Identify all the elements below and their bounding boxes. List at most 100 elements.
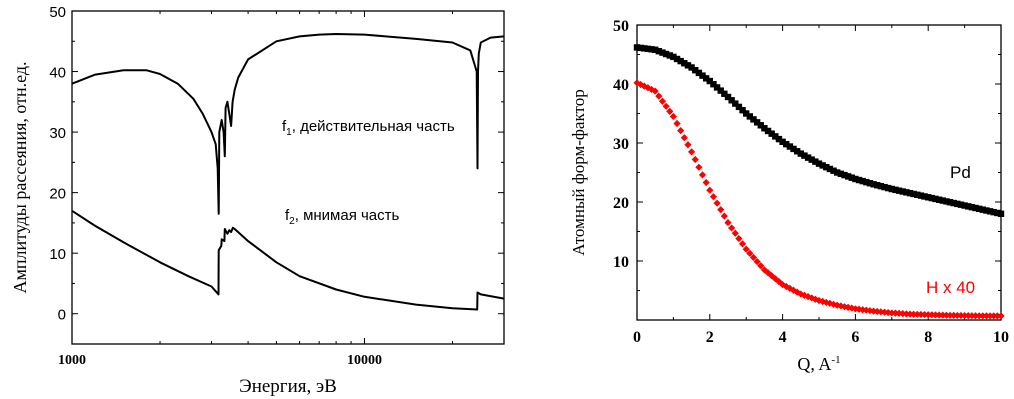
series-H-marker xyxy=(768,272,776,280)
series-H-marker xyxy=(669,112,677,121)
series-Pd-marker xyxy=(724,93,732,101)
series-Pd-marker xyxy=(735,103,743,111)
right-series-group xyxy=(633,44,1005,320)
series-Pd-marker xyxy=(666,52,673,59)
series-H-marker xyxy=(637,80,645,89)
series-Pd-marker xyxy=(662,50,670,58)
series-Pd-marker xyxy=(888,185,895,193)
series-H-marker xyxy=(884,308,892,317)
f2-annotation-base: f xyxy=(285,207,290,224)
series-f2-line xyxy=(71,209,505,311)
series-Pd-marker xyxy=(659,49,666,56)
series-Pd-marker xyxy=(932,195,939,203)
series-Pd-marker xyxy=(877,182,885,190)
series-H-marker xyxy=(986,312,994,320)
series-H-marker xyxy=(731,229,739,237)
series-H-marker xyxy=(848,304,856,312)
series-H-marker xyxy=(808,294,816,302)
series-Pd-marker xyxy=(866,180,874,187)
right-x-tick-label: 8 xyxy=(924,329,932,346)
series-Pd-marker xyxy=(852,175,859,183)
series-H-marker xyxy=(684,141,692,149)
series-Pd-marker xyxy=(946,199,954,206)
series-H-marker xyxy=(950,311,958,319)
series-Pd-marker xyxy=(961,202,968,209)
f2-annotation-sub: 2 xyxy=(289,216,295,227)
series-f1-line xyxy=(71,33,505,215)
right-x-tick-label: 0 xyxy=(633,329,641,346)
series-H-marker xyxy=(917,310,925,319)
form-factor-chart: 10 20 30 40 50 0 2 4 6 8 10 Q, A-1 Атомный форм-фа… xyxy=(569,18,1009,374)
series-Pd-marker xyxy=(804,154,812,161)
series-H-marker xyxy=(662,102,670,110)
series-Pd-marker xyxy=(753,119,761,126)
series-H-marker xyxy=(680,134,688,142)
series-Pd-marker xyxy=(761,125,768,132)
left-y-tick-label: 10 xyxy=(49,246,66,263)
series-Pd-marker xyxy=(859,177,866,185)
series-Pd-marker xyxy=(637,44,644,52)
series-Pd-marker xyxy=(965,203,972,210)
series-H-marker xyxy=(815,296,823,305)
series-Pd-marker xyxy=(775,135,783,143)
series-Pd-marker xyxy=(728,97,735,104)
series-Pd-marker xyxy=(975,205,983,213)
series-H-marker xyxy=(789,286,798,294)
f1-annotation: f1, действительная часть xyxy=(282,118,455,138)
series-Pd-marker xyxy=(990,208,997,216)
series-H-marker xyxy=(757,262,765,270)
series-Pd-marker xyxy=(899,188,906,195)
series-H-marker xyxy=(920,310,929,319)
series-H-marker xyxy=(702,178,710,187)
series-Pd-marker xyxy=(837,170,845,177)
right-x-tick-label: 2 xyxy=(706,329,714,346)
series-H-marker xyxy=(804,293,812,301)
series-H-marker xyxy=(822,298,830,307)
series-Pd-marker xyxy=(648,46,655,53)
left-y-tick-label: 0 xyxy=(58,307,66,324)
series-Pd-marker xyxy=(808,156,815,163)
series-Pd-marker xyxy=(710,81,717,88)
series-H-marker xyxy=(866,307,874,315)
series-Pd-marker xyxy=(830,167,837,174)
series-H-marker xyxy=(993,312,1001,320)
series-Pd-marker xyxy=(644,45,652,53)
series-Pd-marker xyxy=(983,207,990,214)
series-Pd-marker xyxy=(732,100,739,107)
series-H-marker xyxy=(997,312,1005,320)
series-Pd-marker xyxy=(903,189,910,196)
series-Pd-marker xyxy=(801,152,808,159)
series-H-marker xyxy=(859,306,867,314)
series-Pd-marker xyxy=(681,60,688,67)
series-H-marker xyxy=(709,193,718,201)
series-H-marker xyxy=(797,290,805,298)
series-H-marker xyxy=(855,305,863,313)
series-Pd-marker xyxy=(884,184,892,192)
series-Pd-marker xyxy=(910,190,917,198)
f1-annotation-base: f xyxy=(282,118,287,135)
series-H-marker xyxy=(982,312,991,320)
series-H-marker xyxy=(779,281,787,289)
series-Pd-marker xyxy=(943,198,950,205)
series-Pd-marker xyxy=(743,110,750,117)
series-Pd-marker xyxy=(848,174,855,181)
series-Pd-marker xyxy=(746,113,754,120)
series-Pd-marker xyxy=(783,140,790,148)
series-H-marker xyxy=(673,119,681,128)
series-Pd-marker xyxy=(670,53,677,61)
series-Pd-marker xyxy=(957,201,965,208)
series-H-marker xyxy=(793,288,801,296)
series-H-marker xyxy=(953,311,961,320)
series-Pd-marker xyxy=(906,189,914,197)
series-Pd-marker xyxy=(797,150,804,157)
series-H-marker xyxy=(880,308,889,316)
series-H-marker xyxy=(888,309,896,317)
series-H-marker xyxy=(895,309,903,317)
series-Pd-marker xyxy=(812,158,819,165)
right-y-tick-label: 50 xyxy=(613,18,629,35)
series-H-marker xyxy=(939,311,947,319)
left-axis-ticks: 0 10 20 30 40 50 1000 10000 xyxy=(49,4,504,368)
series-H-marker xyxy=(840,303,849,311)
right-x-tick-label: 6 xyxy=(851,329,859,346)
series-Pd-marker xyxy=(750,116,757,123)
